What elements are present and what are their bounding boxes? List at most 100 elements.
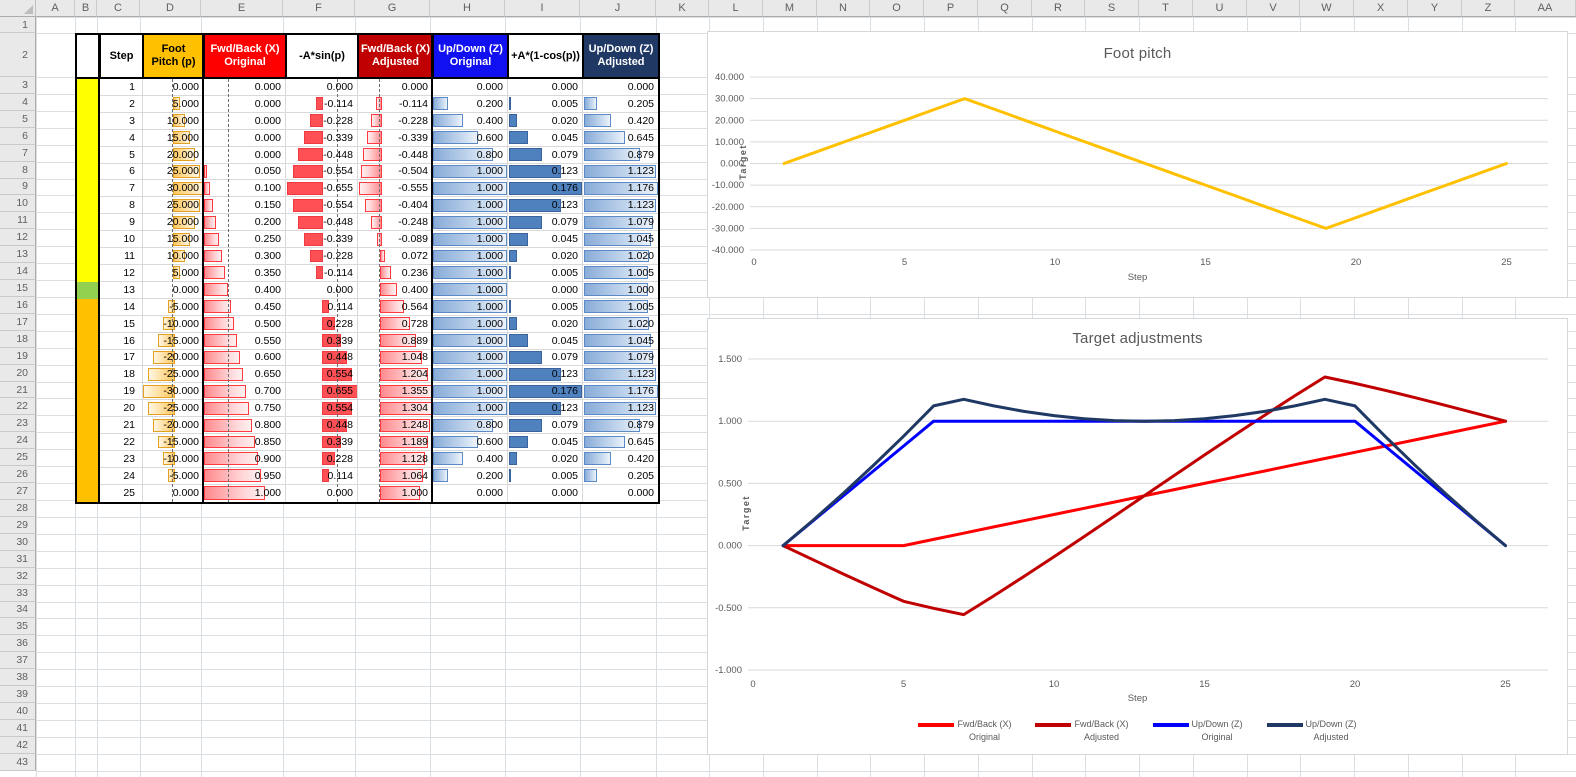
table-cell[interactable]: 0.200 bbox=[432, 96, 507, 113]
row-header-7[interactable]: 7 bbox=[0, 144, 36, 162]
column-header-H[interactable]: H bbox=[430, 0, 505, 17]
table-cell[interactable]: 0.600 bbox=[432, 130, 507, 147]
row-header-2[interactable]: 2 bbox=[0, 33, 36, 77]
header-cell-blank[interactable] bbox=[77, 35, 99, 79]
row-header-25[interactable]: 25 bbox=[0, 449, 36, 467]
table-cell[interactable]: -0.228 bbox=[285, 112, 357, 130]
step-cell[interactable]: 21 bbox=[99, 417, 142, 435]
table-cell[interactable]: 0.200 bbox=[432, 468, 507, 485]
table-cell[interactable]: 1.079 bbox=[582, 214, 658, 232]
table-cell[interactable]: 1.000 bbox=[432, 164, 508, 181]
table-cell[interactable]: 0.339 bbox=[285, 434, 357, 451]
table-cell[interactable]: 0.000 bbox=[142, 484, 203, 502]
table-cell[interactable]: 0.205 bbox=[582, 95, 658, 113]
table-cell[interactable]: -0.089 bbox=[357, 231, 432, 249]
phase-strip-cell[interactable] bbox=[77, 349, 99, 367]
column-header-B[interactable]: B bbox=[75, 0, 97, 17]
row-header-23[interactable]: 23 bbox=[0, 415, 36, 433]
table-cell[interactable]: 0.000 bbox=[582, 79, 658, 96]
phase-strip-cell[interactable] bbox=[77, 332, 99, 350]
table-cell[interactable]: 0.420 bbox=[582, 450, 658, 468]
table-cell[interactable]: 0.000 bbox=[507, 281, 582, 299]
column-header-A[interactable]: A bbox=[36, 0, 75, 17]
row-header-17[interactable]: 17 bbox=[0, 313, 36, 331]
phase-strip-cell[interactable] bbox=[77, 231, 99, 249]
step-cell[interactable]: 19 bbox=[99, 383, 142, 401]
table-cell[interactable]: -0.448 bbox=[285, 214, 357, 232]
table-cell[interactable]: 0.100 bbox=[203, 180, 285, 198]
table-cell[interactable]: 0.420 bbox=[582, 112, 658, 130]
step-cell[interactable]: 16 bbox=[99, 333, 142, 350]
table-cell[interactable]: 0.200 bbox=[203, 214, 285, 232]
header-cell--a-1-cos-p-[interactable]: +A*(1-cos(p)) bbox=[507, 35, 582, 79]
table-cell[interactable]: -0.554 bbox=[285, 163, 357, 181]
table-cell[interactable]: 0.114 bbox=[285, 467, 357, 485]
phase-strip-cell[interactable] bbox=[77, 315, 99, 333]
table-cell[interactable]: 0.079 bbox=[507, 214, 582, 232]
table-cell[interactable]: -0.228 bbox=[357, 112, 432, 130]
table-cell[interactable]: 1.000 bbox=[432, 231, 508, 249]
phase-strip-cell[interactable] bbox=[77, 417, 99, 435]
table-cell[interactable]: 0.050 bbox=[203, 164, 285, 181]
table-cell[interactable]: -0.248 bbox=[357, 214, 432, 232]
table-cell[interactable]: 1.000 bbox=[432, 265, 508, 282]
step-cell[interactable]: 9 bbox=[99, 214, 142, 232]
table-cell[interactable]: 0.450 bbox=[203, 299, 285, 316]
table-cell[interactable]: 1.123 bbox=[582, 163, 658, 181]
legend-item-1[interactable]: Fwd/Back (X) Adjusted bbox=[1035, 718, 1129, 744]
table-cell[interactable]: 0.448 bbox=[285, 349, 357, 367]
phase-strip-cell[interactable] bbox=[77, 434, 99, 451]
table-cell[interactable]: 0.000 bbox=[203, 113, 285, 130]
table-cell[interactable]: 0.000 bbox=[285, 281, 357, 299]
table-cell[interactable]: -0.448 bbox=[285, 146, 357, 164]
table-cell[interactable]: 0.800 bbox=[432, 417, 507, 435]
row-header-21[interactable]: 21 bbox=[0, 381, 36, 399]
column-header-E[interactable]: E bbox=[201, 0, 283, 17]
row-header-28[interactable]: 28 bbox=[0, 500, 36, 517]
step-cell[interactable]: 18 bbox=[99, 366, 142, 384]
table-cell[interactable]: 1.005 bbox=[582, 264, 658, 282]
step-cell[interactable]: 15 bbox=[99, 316, 142, 333]
column-header-Z[interactable]: Z bbox=[1462, 0, 1515, 17]
phase-strip-cell[interactable] bbox=[77, 400, 99, 418]
table-cell[interactable]: 1.123 bbox=[582, 197, 658, 215]
step-cell[interactable]: 10 bbox=[99, 231, 142, 249]
phase-strip-cell[interactable] bbox=[77, 129, 99, 147]
table-cell[interactable]: 1.000 bbox=[432, 400, 508, 418]
table-cell[interactable]: 0.079 bbox=[507, 417, 582, 435]
phase-strip-cell[interactable] bbox=[77, 180, 99, 198]
table-cell[interactable]: 0.000 bbox=[582, 484, 658, 502]
row-header-43[interactable]: 43 bbox=[0, 753, 36, 771]
phase-strip-cell[interactable] bbox=[77, 214, 99, 232]
table-cell[interactable]: 1.045 bbox=[582, 231, 658, 249]
row-header-16[interactable]: 16 bbox=[0, 296, 36, 314]
column-header-K[interactable]: K bbox=[656, 0, 709, 17]
step-cell[interactable]: 2 bbox=[99, 96, 142, 113]
table-cell[interactable]: 0.236 bbox=[357, 264, 432, 282]
step-cell[interactable]: 7 bbox=[99, 180, 142, 198]
row-header-26[interactable]: 26 bbox=[0, 466, 36, 484]
table-cell[interactable]: 0.400 bbox=[203, 282, 285, 299]
row-header-35[interactable]: 35 bbox=[0, 618, 36, 636]
table-cell[interactable]: 1.000 bbox=[432, 299, 508, 316]
table-cell[interactable]: 1.123 bbox=[582, 366, 658, 384]
table-cell[interactable]: 0.123 bbox=[507, 400, 582, 418]
row-header-10[interactable]: 10 bbox=[0, 195, 36, 213]
column-header-X[interactable]: X bbox=[1354, 0, 1408, 17]
row-header-14[interactable]: 14 bbox=[0, 263, 36, 281]
phase-strip-cell[interactable] bbox=[77, 248, 99, 265]
phase-strip-cell[interactable] bbox=[77, 467, 99, 485]
row-header-34[interactable]: 34 bbox=[0, 601, 36, 619]
table-cell[interactable]: -25.000 bbox=[142, 400, 203, 418]
table-cell[interactable]: 0.000 bbox=[357, 79, 432, 96]
table-cell[interactable]: 0.020 bbox=[507, 450, 582, 468]
table-cell[interactable]: -0.339 bbox=[357, 129, 432, 147]
foot-pitch-chart[interactable]: 40.000 30.000 20.000 10.000 0.000 -10.000 -20.… bbox=[707, 31, 1568, 298]
row-header-1[interactable]: 1 bbox=[0, 17, 36, 33]
row-header-13[interactable]: 13 bbox=[0, 246, 36, 264]
target-adjustments-chart[interactable]: 1.500 1.000 0.500 0.000 -0.500 -1.000 0 5 10 15 20… bbox=[707, 318, 1568, 755]
column-header-F[interactable]: F bbox=[283, 0, 355, 17]
row-header-9[interactable]: 9 bbox=[0, 178, 36, 196]
step-cell[interactable]: 3 bbox=[99, 113, 142, 130]
table-cell[interactable]: 0.750 bbox=[203, 400, 285, 418]
